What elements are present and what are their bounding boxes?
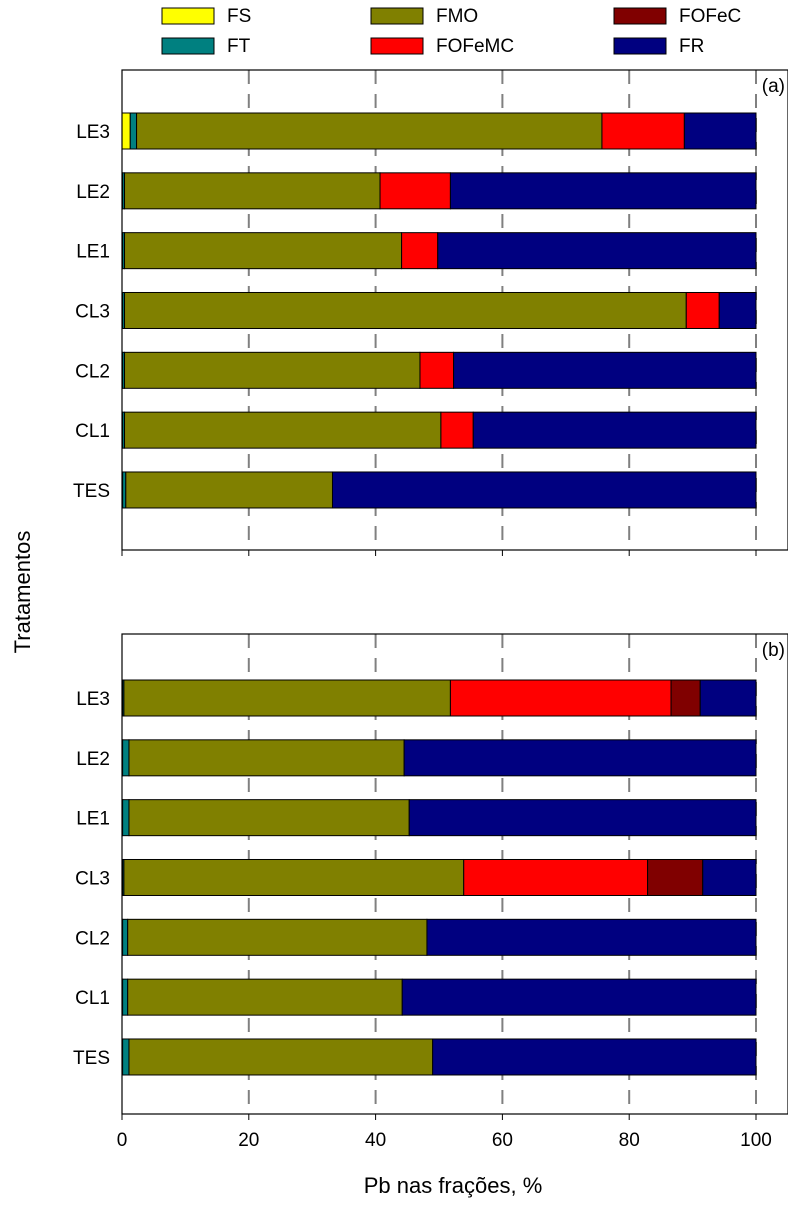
legend-label-fofemc: FOFeMC xyxy=(436,36,514,57)
legend-swatch-fmo xyxy=(370,7,424,25)
bar-segment-b-le2-fmo xyxy=(128,739,405,777)
bar-segment-b-le3-fmo xyxy=(123,679,451,717)
bar-segment-a-cl2-fr xyxy=(453,351,757,389)
category-label-b-le3: LE3 xyxy=(76,689,110,710)
legend-label-fofec: FOFeC xyxy=(679,6,741,27)
bar-segment-b-cl2-fmo xyxy=(127,918,428,956)
x-tick-label-80: 80 xyxy=(619,1130,640,1151)
panel-label-a: (a) xyxy=(762,76,785,97)
legend: FS FT FMO FOFeMC FOFeC FR xyxy=(161,6,741,57)
bar-segment-a-cl2-fmo xyxy=(124,351,421,389)
bar-segment-a-le1-fmo xyxy=(124,232,403,270)
bar-segment-a-le3-fs xyxy=(121,112,131,150)
legend-label-ft: FT xyxy=(227,36,251,57)
bar-segment-a-le3-fr xyxy=(683,112,757,150)
bar-segment-b-cl3-fmo xyxy=(123,858,465,896)
legend-swatch-ft xyxy=(161,37,215,55)
x-tick-label-0: 0 xyxy=(117,1130,128,1151)
category-label-b-tes: TES xyxy=(73,1048,110,1069)
bar-segment-a-le3-fofemc xyxy=(601,112,685,150)
category-label-a-le3: LE3 xyxy=(76,122,110,143)
bar-segment-b-cl3-fofec xyxy=(647,858,704,896)
bar-segment-a-le2-fofemc xyxy=(379,172,451,210)
legend-swatch-fs xyxy=(161,7,215,25)
bar-segment-a-cl1-fr xyxy=(472,411,757,449)
bar-segment-a-cl3-fmo xyxy=(124,291,687,329)
bar-segment-b-cl1-fmo xyxy=(127,978,403,1016)
legend-label-fmo: FMO xyxy=(436,6,478,27)
bar-segment-a-le1-fr xyxy=(437,232,757,270)
category-label-a-cl2: CL2 xyxy=(75,361,110,382)
bar-segment-b-le2-ft xyxy=(122,739,130,777)
bar-segment-b-le3-fofemc xyxy=(449,679,672,717)
category-label-b-le1: LE1 xyxy=(76,809,110,830)
x-axis-title: Pb nas frações, % xyxy=(364,1173,543,1198)
category-label-b-cl1: CL1 xyxy=(75,988,110,1009)
panel-a: LE3 LE2 LE1 CL3 CL2 CL1 TES (a) xyxy=(73,69,788,556)
x-tick-label-40: 40 xyxy=(365,1130,386,1151)
legend-label-fr: FR xyxy=(679,36,704,57)
bar-segment-b-le1-ft xyxy=(122,799,130,837)
category-label-b-cl2: CL2 xyxy=(75,928,110,949)
bar-segment-b-le3-fr xyxy=(699,679,757,717)
bar-segment-a-cl2-fofemc xyxy=(419,351,455,389)
legend-label-fs: FS xyxy=(227,6,251,27)
bar-segment-a-tes-fmo xyxy=(125,471,333,509)
panel-label-b: (b) xyxy=(762,640,785,661)
x-tick-label-60: 60 xyxy=(492,1130,513,1151)
category-label-a-cl3: CL3 xyxy=(75,301,110,322)
y-axis-title: Tratamentos xyxy=(10,531,35,654)
bar-segment-b-tes-fmo xyxy=(128,1038,434,1076)
bar-segment-b-cl1-fr xyxy=(401,978,757,1016)
bar-segment-a-le1-fofemc xyxy=(401,232,439,270)
bar-segment-b-le2-fr xyxy=(403,739,757,777)
x-tick-label-100: 100 xyxy=(740,1130,772,1151)
bar-segment-a-cl1-fmo xyxy=(124,411,442,449)
bar-segment-a-le2-fr xyxy=(449,172,757,210)
category-label-a-le1: LE1 xyxy=(76,242,110,263)
bar-segment-b-le1-fmo xyxy=(128,799,410,837)
bar-segment-a-tes-fr xyxy=(331,471,757,509)
bar-segment-a-le3-ft xyxy=(129,112,138,150)
bar-segment-b-le3-fofec xyxy=(670,679,701,717)
legend-swatch-fofemc xyxy=(370,37,424,55)
category-label-b-le2: LE2 xyxy=(76,749,110,770)
category-label-a-le2: LE2 xyxy=(76,182,110,203)
legend-swatch-fofec xyxy=(613,7,667,25)
bar-segment-b-cl3-fr xyxy=(702,858,757,896)
bar-segment-b-tes-ft xyxy=(122,1038,130,1076)
category-label-a-cl1: CL1 xyxy=(75,421,110,442)
legend-swatch-fr xyxy=(613,37,667,55)
category-label-b-cl3: CL3 xyxy=(75,868,110,889)
bar-segment-a-le3-fmo xyxy=(136,112,603,150)
bar-segment-a-cl3-fr xyxy=(718,291,757,329)
bar-segment-a-le2-fmo xyxy=(124,172,381,210)
bar-segment-b-cl3-fofemc xyxy=(463,858,649,896)
bar-segment-b-cl1-ft xyxy=(122,978,129,1016)
plot-frame-b xyxy=(121,633,788,1115)
bar-segment-b-tes-fr xyxy=(432,1038,757,1076)
bar-segment-a-cl1-fofemc xyxy=(440,411,474,449)
bar-segment-b-cl2-ft xyxy=(122,918,129,956)
category-label-a-tes: TES xyxy=(73,481,110,502)
bar-segment-b-cl2-fr xyxy=(426,918,757,956)
plot-frame-a xyxy=(121,69,788,551)
bar-segment-a-cl3-fofemc xyxy=(685,291,720,329)
x-tick-label-20: 20 xyxy=(238,1130,259,1151)
bar-segment-b-le1-fr xyxy=(408,799,757,837)
panel-b: LE3 LE2 LE1 CL3 CL2 CL1 TES (b) xyxy=(73,633,788,1120)
